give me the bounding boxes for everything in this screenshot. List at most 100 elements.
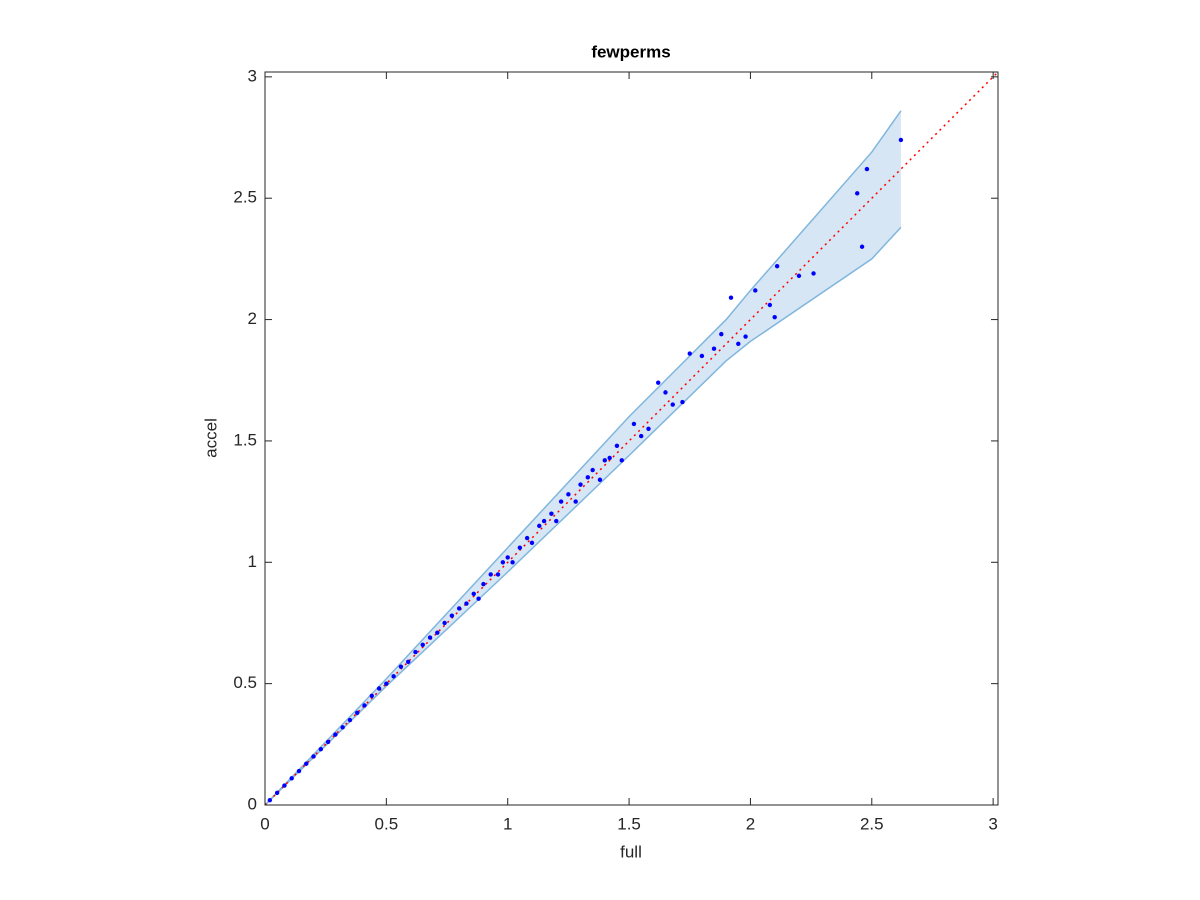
point (864, 166, 870, 172)
point (670, 402, 675, 407)
point (318, 746, 324, 752)
point (500, 560, 506, 565)
point (362, 703, 367, 708)
point (541, 518, 547, 524)
point (505, 555, 510, 560)
x-tick-label: 2.5 (860, 814, 884, 833)
point (376, 686, 382, 691)
x-axis-label: full (620, 842, 642, 861)
y-tick-label: 2 (248, 309, 257, 328)
point (687, 351, 692, 356)
point (602, 458, 608, 463)
point (476, 596, 481, 601)
point (859, 244, 865, 249)
x-tick-label: 0 (260, 814, 269, 833)
x-tick-label: 0.5 (375, 814, 399, 833)
point (728, 295, 734, 300)
point (420, 642, 425, 648)
y-tick-label: 0 (248, 794, 257, 813)
point (655, 380, 661, 385)
point (631, 421, 637, 427)
point (449, 613, 455, 618)
point (646, 426, 651, 431)
point (597, 477, 603, 482)
point (619, 458, 624, 463)
x-tick-label: 1 (503, 814, 512, 833)
point (391, 674, 396, 679)
point (406, 659, 411, 664)
point (464, 601, 469, 606)
point (282, 783, 287, 788)
point (772, 314, 777, 320)
point (898, 137, 904, 143)
point (753, 288, 758, 293)
point (767, 302, 773, 308)
axes-box (264, 71, 999, 806)
point (325, 739, 331, 745)
point (680, 399, 685, 405)
point (719, 331, 724, 337)
point (743, 334, 748, 339)
x-tick-label: 3 (988, 814, 997, 833)
point (481, 581, 486, 587)
point (573, 499, 578, 504)
point (355, 710, 360, 715)
band-edge (264, 110, 902, 806)
point (607, 455, 612, 461)
band-edge (264, 226, 902, 806)
y-tick-label: 0.5 (233, 673, 257, 692)
point (524, 535, 530, 541)
point (554, 518, 559, 524)
chart-title: fewperms (591, 42, 670, 61)
point (340, 725, 345, 730)
point (456, 606, 462, 611)
point (488, 572, 493, 577)
point (427, 635, 433, 640)
point (289, 776, 294, 781)
x-tick-label: 1.5 (617, 814, 641, 833)
point (663, 390, 668, 395)
point (639, 433, 644, 439)
point (578, 482, 583, 487)
point (304, 761, 309, 766)
point (311, 754, 316, 759)
y-tick-label: 3 (248, 66, 257, 85)
point (495, 572, 501, 577)
point (413, 649, 418, 655)
point (333, 732, 338, 737)
point (736, 341, 741, 347)
x-tick-label: 2 (746, 814, 755, 833)
point (566, 492, 571, 497)
point (590, 467, 595, 473)
point (529, 540, 535, 546)
point (537, 523, 542, 529)
point (471, 591, 476, 597)
point (398, 664, 404, 669)
y-tick-label: 1 (248, 552, 257, 571)
point (699, 353, 705, 359)
point (347, 717, 353, 723)
point (774, 263, 780, 269)
point (811, 271, 816, 276)
point (384, 681, 389, 686)
point (796, 273, 802, 279)
y-axis-label: accel (201, 418, 220, 458)
y-tick-label: 1.5 (233, 430, 257, 449)
point (585, 475, 591, 480)
point (855, 191, 860, 196)
point (558, 499, 564, 504)
point (517, 545, 523, 550)
point (435, 630, 440, 635)
point (369, 693, 374, 698)
point (711, 346, 717, 351)
point (614, 443, 620, 448)
point (296, 768, 302, 774)
point (274, 790, 280, 796)
point (442, 620, 447, 626)
point (267, 797, 273, 803)
y-tick-label: 2.5 (233, 188, 257, 207)
point (510, 560, 515, 565)
point (549, 511, 554, 516)
